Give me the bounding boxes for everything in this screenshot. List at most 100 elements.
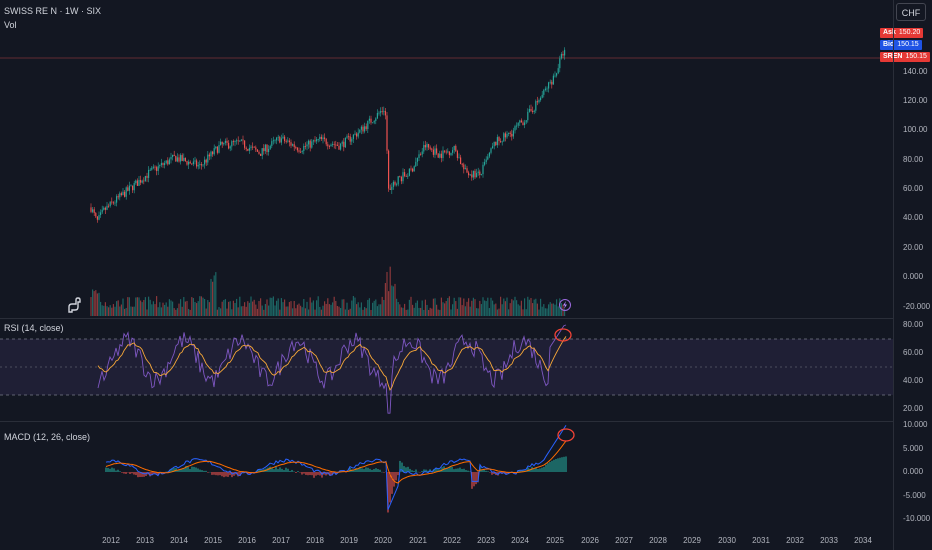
volume-bar [200, 296, 202, 316]
candle-body [240, 139, 242, 141]
candle-body [392, 181, 394, 187]
candle-body [548, 82, 550, 89]
pane-divider[interactable] [0, 421, 893, 422]
candle-body [116, 196, 118, 203]
volume-bar [101, 305, 103, 316]
tradingview-dino-icon[interactable] [66, 296, 82, 314]
rsi-axis-label: 80.00 [903, 320, 924, 329]
candle-body [210, 151, 212, 157]
candle-body [207, 154, 209, 163]
macd-histogram-bar [307, 472, 309, 476]
candle-body [279, 136, 281, 143]
macd-histogram-bar [487, 471, 489, 472]
macd-histogram-bar [181, 468, 183, 472]
candle-body [143, 180, 145, 182]
candle-body [196, 160, 198, 167]
volume-bar [365, 308, 367, 316]
volume-bar [316, 300, 318, 316]
time-axis-label: 2019 [340, 536, 358, 545]
rsi-chart[interactable] [0, 319, 893, 421]
macd-histogram-bar [121, 472, 123, 473]
candle-body [172, 154, 174, 157]
macd-histogram-bar [137, 472, 139, 478]
candle-body [95, 213, 97, 217]
rsi-pane[interactable] [0, 319, 893, 421]
candle-body [242, 139, 244, 141]
macd-histogram-bar [423, 469, 425, 472]
candle-body [314, 140, 316, 142]
macd-histogram-bar [357, 468, 359, 472]
candle-body [474, 170, 476, 178]
candle-body [327, 144, 329, 147]
macd-histogram-bar [545, 464, 547, 472]
macd-histogram-bar [139, 472, 141, 478]
price-pane[interactable] [0, 0, 893, 318]
candle-body [335, 144, 337, 146]
candle-body [354, 133, 356, 135]
candle-body [472, 170, 474, 178]
volume-bar [239, 296, 241, 316]
candle-body [498, 137, 500, 142]
volume-bar [109, 305, 111, 316]
volume-bar [250, 296, 252, 316]
volume-bar [477, 308, 479, 316]
volume-bar [404, 303, 406, 316]
bid-price-badge: Bid 150.15 [880, 40, 922, 50]
macd-histogram-bar [169, 469, 171, 472]
macd-chart[interactable] [0, 422, 893, 530]
candle-body [549, 81, 551, 83]
volume-bar [354, 297, 356, 316]
macd-histogram-bar [391, 472, 393, 494]
time-axis-label: 2024 [511, 536, 529, 545]
volume-bar [181, 306, 183, 316]
volume-bar [487, 297, 489, 316]
candle-body [90, 207, 92, 212]
time-axis-label: 2015 [204, 536, 222, 545]
candle-body [431, 148, 433, 150]
volume-bar [530, 298, 532, 316]
candle-body [370, 118, 372, 123]
volume-bar [373, 300, 375, 316]
candle-body [506, 133, 508, 138]
volume-bar [500, 296, 502, 316]
volume-bar [112, 304, 114, 316]
candle-body [439, 153, 441, 158]
volume-bar [335, 300, 337, 316]
candle-body [485, 159, 487, 163]
macd-histogram-bar [281, 468, 283, 472]
time-axis-label: 2017 [272, 536, 290, 545]
candle-body [311, 141, 313, 148]
volume-bar [120, 304, 122, 316]
volume-bar [450, 309, 452, 316]
volume-bar [356, 304, 358, 316]
macd-pane[interactable] [0, 422, 893, 530]
macd-histogram-bar [549, 461, 551, 472]
candle-body [340, 143, 342, 150]
candle-body [357, 132, 359, 137]
candle-body [386, 115, 388, 151]
volume-bar [412, 304, 414, 316]
macd-histogram-bar [371, 469, 373, 472]
volume-bar [154, 304, 156, 316]
macd-histogram-bar [467, 470, 469, 472]
candle-body [336, 144, 338, 146]
lightning-icon[interactable] [559, 299, 571, 311]
volume-bar [351, 300, 353, 316]
ask-tag: Ask [883, 29, 896, 36]
volume-bar [509, 303, 511, 316]
volume-bar [496, 309, 498, 316]
candle-body [93, 209, 95, 214]
macd-histogram-bar [401, 462, 403, 472]
candle-body [359, 129, 361, 133]
candle-body [400, 176, 402, 182]
candle-body [516, 125, 518, 127]
pane-divider[interactable] [0, 318, 893, 319]
volume-bar [357, 302, 359, 316]
price-chart[interactable] [0, 0, 893, 318]
volume-bar [543, 304, 545, 316]
macd-histogram-bar [165, 471, 167, 473]
candle-body [271, 141, 273, 146]
currency-button[interactable]: CHF [896, 3, 926, 21]
volume-bar [460, 297, 462, 316]
candle-body [469, 174, 471, 176]
